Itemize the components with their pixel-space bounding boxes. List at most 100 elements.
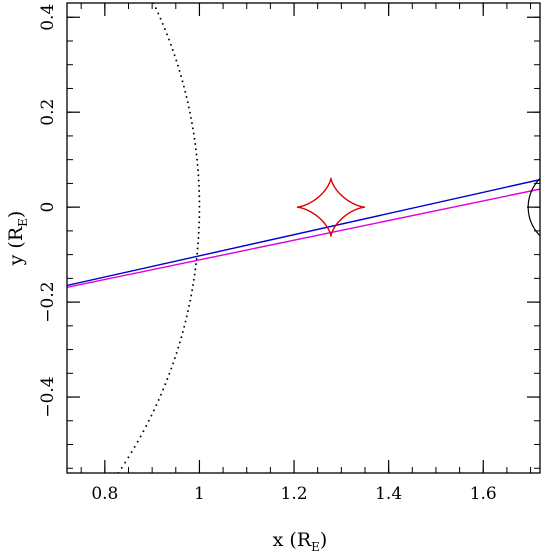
arc-dot (168, 372, 171, 375)
arc-dot (170, 367, 173, 370)
tick-labels-layer: 0.8 1 1.2 1.4 1.6 −0.4 −0.2 0 0.2 0.4 (38, 4, 497, 504)
arc-dot (196, 247, 199, 250)
arc-dot (196, 158, 199, 161)
arc-dot (180, 75, 183, 78)
arc-dot (198, 210, 201, 213)
arc-dot (197, 231, 200, 234)
arc-dot (177, 346, 180, 349)
arc-dot (189, 299, 192, 302)
y-axis-label: y (RE) (5, 211, 30, 267)
arc-dot (178, 69, 181, 72)
arc-dot (196, 163, 199, 166)
arc-dot (130, 451, 133, 454)
arc-dot (154, 7, 157, 10)
x-tick-label: 1.4 (375, 484, 402, 504)
arc-dot (178, 341, 181, 344)
caustic-curve (296, 177, 366, 237)
arc-dot (133, 445, 136, 448)
arc-dot (155, 404, 158, 407)
x-tick-label: 1.6 (470, 484, 497, 504)
arc-dot (198, 226, 200, 229)
source-trajectory-line-2 (67, 188, 540, 289)
arc-dot (194, 268, 197, 271)
arc-dot (142, 430, 145, 433)
x-tick-label: 1 (194, 484, 205, 504)
arc-dot (184, 320, 187, 323)
arc-dot (197, 179, 200, 182)
arc-dot (197, 237, 200, 239)
arc-dot (191, 289, 194, 292)
arc-dot (182, 85, 185, 88)
arc-dot (157, 398, 160, 401)
arc-dot (194, 143, 197, 145)
x-tick-label: 0.8 (91, 484, 118, 504)
arc-dot (183, 325, 186, 328)
y-tick-label: 0 (38, 202, 58, 213)
plot-frame (66, 2, 541, 474)
arc-dot (164, 383, 167, 386)
arc-dot (198, 221, 201, 224)
y-tick-label: 0.2 (38, 99, 58, 126)
arc-dot (180, 336, 183, 339)
arc-dot (124, 461, 127, 464)
x-axis-label: x (RE) (273, 529, 328, 554)
arc-dot (120, 466, 123, 469)
arc-dot (198, 195, 201, 198)
arc-dot (197, 169, 199, 172)
arc-dot (150, 414, 153, 417)
arc-dot (162, 388, 165, 391)
arc-dot (187, 106, 190, 109)
arc-dot (147, 419, 150, 422)
arc-dot (187, 310, 189, 313)
arc-dot (173, 54, 176, 57)
arc-dot (198, 190, 201, 192)
arc-dot (169, 43, 172, 46)
series-layer (67, 3, 540, 473)
arc-dot (163, 28, 166, 31)
arc-dot (191, 127, 194, 130)
arc-dot (195, 263, 197, 266)
arc-dot (198, 205, 201, 208)
y-tick-label: −0.4 (38, 376, 58, 417)
arc-dot (184, 90, 187, 93)
arc-dot (198, 200, 201, 203)
arc-dot (145, 425, 148, 427)
arc-dot (190, 294, 193, 297)
arc-dot (186, 101, 189, 104)
y-tick-label: −0.2 (38, 281, 58, 322)
x-tick-label: 1.2 (281, 484, 308, 504)
arc-dot (136, 440, 139, 443)
arc-dot (181, 80, 184, 83)
ticks-layer (67, 3, 540, 473)
arc-dot (166, 378, 169, 380)
arc-dot (185, 96, 188, 98)
arc-dot (198, 184, 200, 187)
arc-dot (160, 393, 162, 396)
dotted-circle-arc (117, 3, 201, 473)
arc-dot (189, 111, 191, 114)
arc-dot (175, 59, 178, 62)
arc-dot (194, 148, 197, 151)
y-tick-label: 0.4 (38, 4, 58, 31)
arc-dot (127, 456, 130, 459)
arc-dot (197, 174, 200, 177)
arc-dot (196, 252, 199, 255)
arc-dot (168, 38, 170, 41)
source-trajectory-line-1 (67, 178, 540, 287)
arc-dot (172, 362, 175, 365)
arc-dot (139, 435, 142, 438)
arc-dot (195, 257, 198, 260)
arc-dot (166, 33, 168, 36)
arc-dot (157, 12, 160, 15)
arc-dot (159, 17, 162, 20)
arc-dot (192, 132, 195, 135)
arc-dot (193, 137, 196, 140)
arc-dot (192, 284, 194, 286)
arc-dot (193, 273, 196, 276)
arc-dot (171, 49, 174, 51)
arc-dot (175, 351, 178, 354)
arc-dot (152, 409, 155, 412)
arc-dot (188, 304, 191, 307)
arc-dot (198, 216, 201, 219)
